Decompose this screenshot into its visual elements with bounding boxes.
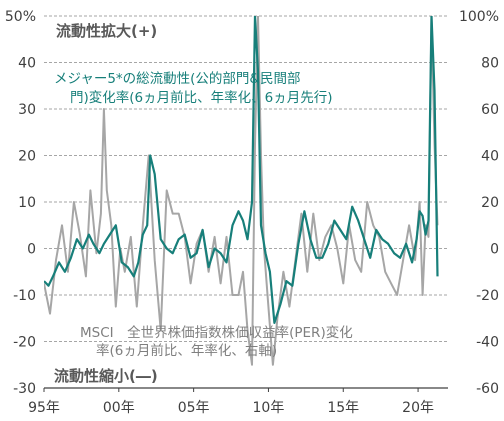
left-tick-label: -10 [13,288,36,304]
series2-label-line2: 率(6ヵ月前比、年率化、右軸) [96,342,277,359]
series1-label-line2: 門)変化率(6ヵ月前比、年率化、6ヵ月先行) [70,89,332,106]
right-tick-label: 0 [490,242,499,258]
expansion-label: 流動性拡大(+) [56,22,157,40]
x-tick-label: 20年 [402,400,434,416]
right-tick-label: -20 [476,288,499,304]
x-tick-label: 05年 [178,400,210,416]
left-tick-label: 10 [18,195,36,211]
right-tick-label: 60 [481,102,499,118]
right-tick-label: 80 [481,56,499,72]
x-tick-label: 10年 [253,400,285,416]
left-tick-label: 20 [18,149,36,165]
contraction-label: 流動性縮小(―) [54,367,158,385]
left-axis-ticks: 50% 40 30 20 10 0 -10 -20 -30 [5,9,36,397]
right-tick-label: 40 [481,149,499,165]
series2-line [44,16,439,366]
series1-line [44,16,439,324]
right-tick-label: -60 [476,381,499,397]
x-axis-ticks: 95年 00年 05年 10年 15年 20年 [28,387,448,416]
left-tick-label: -20 [13,335,36,351]
series2-label-line1: MSCI 全世界株価指数株価収益率(PER)変化 [80,324,353,341]
grid-lines [44,15,448,342]
right-tick-label: 20 [481,195,499,211]
series1-label-line1: メジャー5*の総流動性(公的部門&民間部 [54,71,300,87]
left-tick-label: -30 [13,381,36,397]
right-tick-label: -40 [476,335,499,351]
left-tick-label: 50% [5,9,36,25]
x-tick-label: 95年 [28,400,60,416]
series-lines [44,16,439,366]
right-axis-ticks: 100% 80 60 40 20 0 -20 -40 -60 [459,9,499,397]
left-tick-label: 0 [27,242,36,258]
left-tick-label: 40 [18,56,36,72]
x-tick-label: 00年 [103,400,135,416]
left-tick-label: 30 [18,102,36,118]
x-tick-label: 15年 [327,400,359,416]
right-tick-label: 100% [459,9,499,25]
